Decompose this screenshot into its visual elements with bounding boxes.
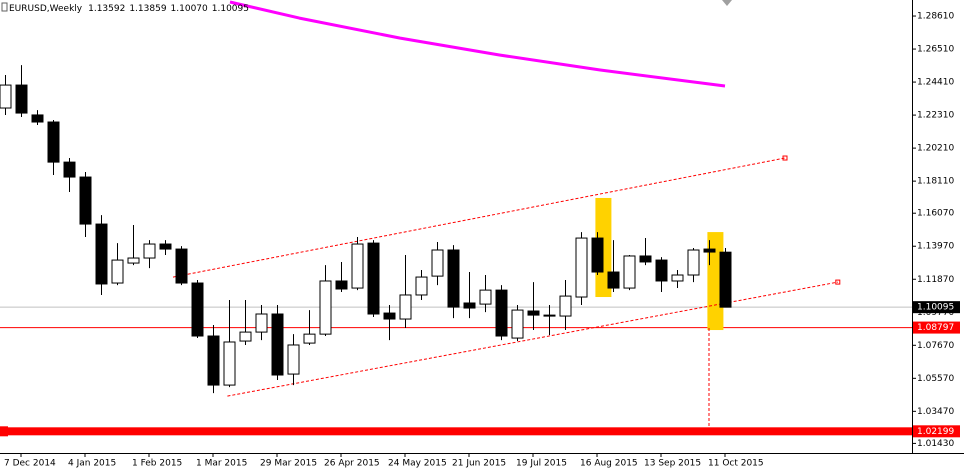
x-tick-label: 16 Aug 2015 (580, 459, 638, 469)
bull-candle-body (687, 249, 700, 276)
level-label: 1.08797 (917, 323, 954, 333)
level-label-box (913, 321, 960, 334)
bull-candle-body (431, 249, 444, 277)
bear-candle-body (383, 312, 396, 320)
header-icon (1, 2, 8, 12)
y-tick-label: 1.26510 (917, 45, 954, 55)
x-tick-label: 1 Mar 2015 (196, 459, 247, 469)
header-high: 1.13859 (129, 4, 166, 14)
y-tick-label: 1.16070 (917, 209, 954, 219)
bull-candle-body (479, 289, 492, 305)
trendline-end (835, 279, 841, 285)
x-tick-label: 26 Apr 2015 (324, 459, 380, 469)
bull-candle-body (255, 313, 268, 333)
bear-candle-body (447, 249, 460, 308)
bear-candle-body (591, 237, 604, 273)
bear-candle-body (175, 248, 188, 284)
bull-candle-body (111, 259, 124, 284)
bull-candle-body (559, 295, 572, 317)
bull-candle-body (223, 341, 236, 386)
bull-candle-body (303, 333, 316, 344)
header-text: EURUSD,Weekly 1.13592 1.13859 1.10070 1.1009… (9, 4, 249, 14)
level-label-box (913, 301, 960, 314)
bull-candle-body (399, 294, 412, 320)
y-tick-label: 1.20210 (917, 144, 954, 154)
y-tick-label: 1.01430 (917, 439, 954, 449)
bear-candle-body (703, 248, 716, 253)
bull-candle-body (0, 84, 12, 109)
trendline (172, 157, 786, 278)
x-tick-label: 1 Feb 2015 (132, 459, 182, 469)
bull-candle-body (511, 309, 524, 339)
bear-candle-body (607, 271, 620, 289)
level-label: 1.10095 (917, 303, 954, 313)
bull-candle-body (287, 344, 300, 375)
bear-candle-body (367, 242, 380, 315)
y-tick-label: 1.07670 (917, 341, 954, 351)
x-tick-label: 4 Jan 2015 (68, 459, 116, 469)
bull-candle-body (671, 274, 684, 282)
symbol: EURUSD,Weekly (9, 4, 83, 14)
bear-candle-body (95, 223, 108, 285)
x-tick-label: 11 Oct 2015 (708, 459, 764, 469)
bull-candle-body (351, 243, 364, 289)
x-tick-label: 7 Dec 2014 (4, 459, 56, 469)
y-tick-label: 1.03470 (917, 407, 954, 417)
bear-candle-body (47, 121, 60, 163)
bear-candle-body (527, 310, 540, 316)
x-tick-label: 29 Mar 2015 (260, 459, 317, 469)
header: EURUSD,Weekly 1.13592 1.13859 1.10070 1.1009… (1, 2, 249, 14)
bull-candle-body (575, 237, 588, 298)
trendline-end (782, 155, 788, 161)
moving-average (229, 0, 726, 88)
bull-candle-body (415, 276, 428, 296)
y-tick-label: 1.11870 (917, 275, 954, 285)
y-tick-label: 1.05570 (917, 374, 954, 384)
level-label-box (913, 425, 960, 438)
x-tick-label: 24 May 2015 (388, 459, 447, 469)
bear-candle-body (159, 243, 172, 250)
bear-candle-body (63, 161, 76, 178)
header-close: 1.10095 (212, 4, 249, 14)
bear-candle-body (463, 302, 476, 309)
bear-candle-body (191, 282, 204, 337)
bear-candle-body (335, 280, 348, 290)
bear-candle-body (31, 114, 44, 123)
level-label: 1.02199 (917, 427, 954, 437)
y-tick-label: 1.22310 (917, 111, 954, 121)
trendline (227, 281, 838, 397)
bull-candle-body (319, 280, 332, 335)
y-tick-label: 1.24410 (917, 78, 954, 88)
bear-candle-body (79, 176, 92, 225)
level-marker (0, 426, 8, 437)
bear-candle-body (543, 314, 556, 317)
bear-candle-body (719, 251, 732, 308)
header-open: 1.13592 (88, 4, 125, 14)
bull-candle-body (143, 243, 156, 259)
bull-candle-body (127, 257, 140, 264)
x-tick-label: 21 Jun 2015 (452, 459, 506, 469)
bear-candle-body (15, 84, 28, 114)
y-tick-label: 1.18110 (917, 177, 954, 187)
x-tick-label: 13 Sep 2015 (644, 459, 701, 469)
bear-candle-body (655, 259, 668, 282)
plot-area (0, 0, 912, 436)
y-tick-label: 1.13970 (917, 242, 954, 252)
bull-candle-body (239, 331, 252, 342)
x-tick-label: 19 Jul 2015 (516, 459, 567, 469)
bear-candle-body (639, 255, 652, 263)
shift-marker (722, 0, 732, 6)
level-line (0, 427, 912, 436)
bear-candle-body (271, 313, 284, 376)
bear-candle-body (495, 289, 508, 337)
bull-candle-body (623, 255, 636, 289)
header-low: 1.10070 (171, 4, 208, 14)
bear-candle-body (207, 335, 220, 386)
y-tick-label: 1.28610 (917, 12, 954, 22)
